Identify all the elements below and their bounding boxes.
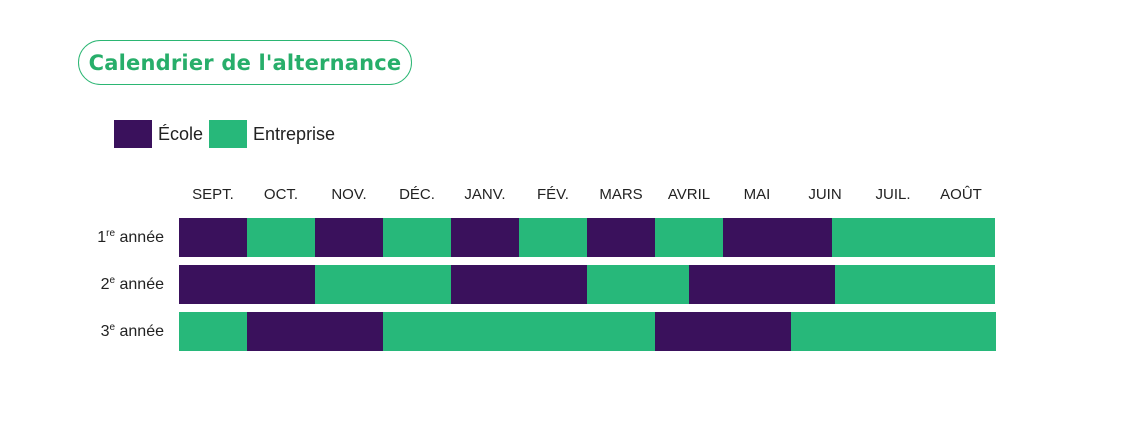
- segment-ecole: [247, 312, 384, 351]
- segment-ecole: [689, 265, 836, 304]
- month-label: NOV.: [331, 186, 367, 203]
- segment-entreprise: [383, 218, 452, 257]
- timeline-row: [179, 265, 996, 304]
- row-label: 1re année: [64, 228, 164, 247]
- month-label: AOÛT: [940, 186, 982, 203]
- segment-entreprise: [179, 312, 248, 351]
- row-label-superscript: e: [109, 275, 116, 286]
- row-label: 2e année: [64, 275, 164, 294]
- month-label: JANV.: [464, 186, 506, 203]
- segment-ecole: [451, 265, 588, 304]
- row-label-number: 1: [97, 229, 107, 246]
- timeline-row: [179, 218, 996, 257]
- row-label: 3e année: [64, 322, 164, 341]
- month-label: AVRIL: [667, 186, 711, 203]
- segment-ecole: [179, 265, 316, 304]
- month-label: FÉV.: [537, 186, 569, 203]
- row-label-text: année: [115, 323, 165, 340]
- segment-ecole: [655, 312, 792, 351]
- month-label: JUIL.: [875, 186, 911, 203]
- segment-ecole: [315, 218, 384, 257]
- legend-label-entreprise: Entreprise: [253, 123, 336, 144]
- month-label: MARS: [599, 186, 643, 203]
- row-label-text: année: [115, 229, 165, 246]
- row-label-number: 3: [100, 323, 110, 340]
- segment-ecole: [451, 218, 520, 257]
- legend: École Entreprise: [114, 120, 341, 148]
- segment-entreprise: [519, 218, 588, 257]
- month-axis: SEPT. OCT. NOV. DÉC. JANV. FÉV. MARS AVRIL MAI JU…: [0, 186, 1128, 206]
- segment-entreprise: [383, 312, 656, 351]
- page-title: Calendrier de l'alternance: [78, 40, 412, 85]
- segment-ecole: [179, 218, 248, 257]
- month-label: JUIN: [808, 186, 842, 203]
- row-label-superscript: e: [109, 322, 116, 333]
- row-label-superscript: re: [106, 228, 116, 239]
- timeline-row: [179, 312, 996, 351]
- segment-entreprise: [247, 218, 316, 257]
- row-label-text: année: [115, 276, 165, 293]
- segment-entreprise: [835, 265, 996, 304]
- segment-ecole: [587, 218, 656, 257]
- segment-entreprise: [315, 265, 452, 304]
- segment-entreprise: [831, 218, 996, 257]
- segment-ecole: [723, 218, 833, 257]
- legend-swatch-entreprise: [209, 120, 248, 148]
- legend-swatch-ecole: [114, 120, 152, 148]
- month-label: SEPT.: [192, 186, 234, 203]
- segment-entreprise: [791, 312, 996, 351]
- segment-entreprise: [655, 218, 724, 257]
- month-label: MAI: [743, 186, 771, 203]
- month-label: DÉC.: [399, 186, 435, 203]
- legend-label-ecole: École: [158, 123, 204, 144]
- segment-entreprise: [587, 265, 690, 304]
- month-label: OCT.: [263, 186, 299, 203]
- row-label-number: 2: [100, 276, 110, 293]
